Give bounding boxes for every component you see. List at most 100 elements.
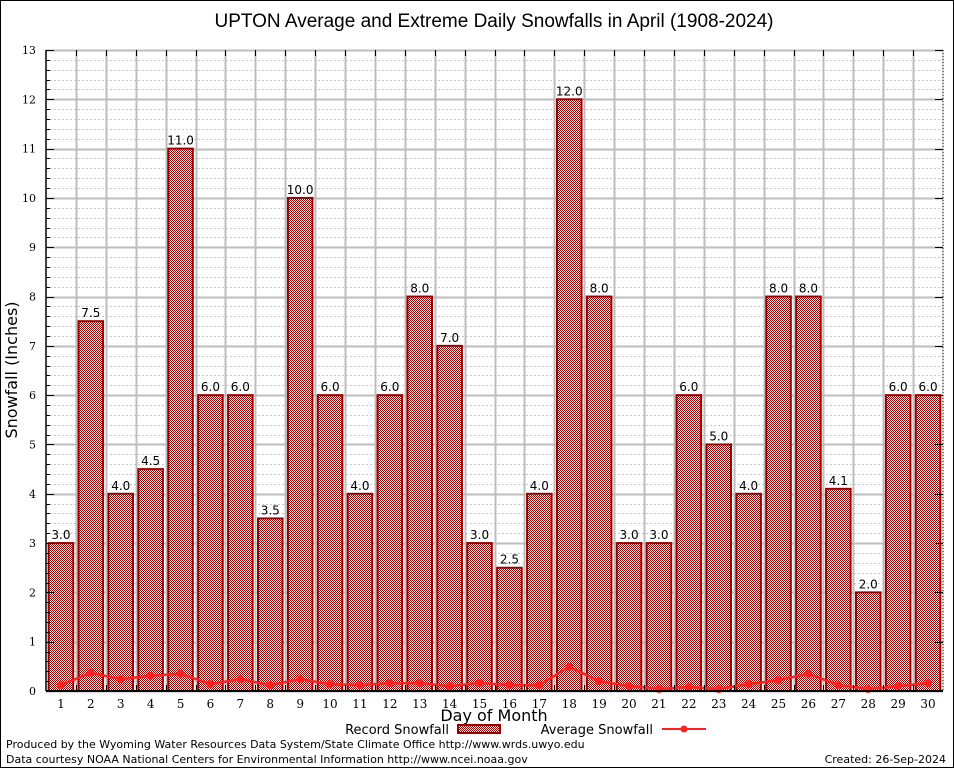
- average-point-day-11: [355, 681, 364, 690]
- bar-day-19: [585, 295, 613, 692]
- average-point-day-30: [924, 679, 933, 688]
- average-snowfall-line: [60, 665, 929, 691]
- bar-day-7: [227, 394, 254, 692]
- bar-value-label: 3.0: [470, 528, 489, 542]
- x-tick-label: 6: [207, 697, 215, 711]
- bar-day-28: [854, 591, 882, 693]
- bar-value-label: 10.0: [287, 183, 314, 197]
- y-tick-label: 5: [29, 438, 36, 451]
- x-axis-label: Day of Month: [440, 706, 547, 725]
- bar-day-8: [256, 517, 284, 693]
- average-point-day-18: [565, 662, 574, 671]
- average-point-day-1: [56, 681, 65, 690]
- x-tick-label: 12: [382, 697, 397, 711]
- bar-day-20: [615, 542, 643, 692]
- x-tick-label: 26: [801, 697, 816, 711]
- bar-value-label: 6.0: [231, 380, 250, 394]
- y-tick-label: 9: [29, 241, 36, 254]
- y-tick-label: 8: [29, 291, 36, 304]
- bar-day-10: [316, 394, 344, 692]
- bar-value-label: 3.0: [649, 528, 668, 542]
- footer-producer: Produced by the Wyoming Water Resources …: [6, 738, 585, 751]
- bar-value-label: 3.0: [620, 528, 639, 542]
- bar-value-label: 6.0: [321, 380, 340, 394]
- bar-day-1: [47, 542, 75, 692]
- bar-day-25: [765, 295, 792, 692]
- x-tick-label: 23: [711, 697, 726, 711]
- bar-value-label: 6.0: [201, 380, 220, 394]
- average-point-day-6: [206, 680, 215, 689]
- bar-value-label: 3.0: [51, 528, 70, 542]
- bar-day-5: [167, 147, 194, 693]
- bar-value-label: 12.0: [556, 84, 583, 98]
- x-tick-label: 24: [741, 697, 757, 711]
- average-point-day-10: [326, 680, 335, 689]
- average-point-day-20: [625, 682, 634, 691]
- average-point-day-26: [804, 669, 813, 678]
- x-tick-label: 16: [502, 697, 517, 711]
- bar-day-11: [346, 492, 374, 692]
- bar-value-label: 4.0: [111, 479, 130, 493]
- bar-day-29: [884, 394, 912, 692]
- average-point-day-25: [774, 676, 783, 685]
- bar-value-label: 2.5: [500, 553, 519, 567]
- y-tick-label: 7: [29, 340, 36, 353]
- bar-day-15: [466, 542, 493, 692]
- x-tick-label: 29: [891, 697, 906, 711]
- bar-day-21: [645, 542, 673, 692]
- bar-day-13: [406, 295, 434, 692]
- average-point-day-17: [535, 681, 544, 690]
- average-point-day-8: [266, 681, 275, 690]
- bar-day-23: [705, 443, 733, 693]
- bar-value-label: 7.5: [81, 306, 100, 320]
- x-tick-label: 14: [442, 697, 458, 711]
- footer-data-source: Data courtesy NOAA National Centers for …: [6, 753, 528, 766]
- average-point-day-14: [445, 682, 454, 691]
- y-tick-label: 2: [29, 586, 36, 599]
- x-tick-label: 5: [177, 697, 185, 711]
- x-tick-label: 4: [147, 697, 155, 711]
- bar-value-label: 6.0: [919, 380, 938, 394]
- bar-value-label: 7.0: [440, 331, 459, 345]
- bar-day-26: [795, 295, 822, 692]
- x-tick-label: 17: [532, 697, 547, 711]
- y-tick-label: 13: [22, 44, 36, 57]
- average-point-day-27: [834, 681, 843, 690]
- bar-day-22: [675, 394, 703, 692]
- x-tick-label: 21: [651, 697, 666, 711]
- average-point-day-24: [744, 680, 753, 689]
- bar-day-9: [286, 196, 314, 693]
- x-tick-label: 18: [562, 697, 577, 711]
- x-tick-label: 30: [920, 697, 935, 711]
- bar-value-label: 4.0: [739, 479, 758, 493]
- bar-value-label: 6.0: [889, 380, 908, 394]
- average-point-day-22: [684, 683, 693, 692]
- x-tick-label: 11: [352, 697, 367, 711]
- footer-created-date: Created: 26-Sep-2024: [825, 753, 946, 766]
- y-tick-label: 10: [22, 192, 36, 205]
- record-bars: [47, 98, 942, 693]
- x-tick-label: 13: [412, 697, 427, 711]
- bar-day-12: [376, 394, 404, 692]
- y-tick-label: 4: [29, 488, 36, 501]
- x-tick-label: 20: [621, 697, 636, 711]
- y-tick-label: 1: [29, 636, 36, 649]
- bar-value-label: 4.0: [530, 479, 549, 493]
- average-point-day-9: [296, 675, 305, 684]
- average-point-day-19: [595, 677, 604, 686]
- bar-day-17: [526, 492, 553, 692]
- x-tick-label: 9: [296, 697, 304, 711]
- average-point-day-16: [505, 681, 514, 690]
- y-tick-label: 3: [29, 537, 36, 550]
- x-tick-label: 3: [117, 697, 125, 711]
- x-tick-label: 10: [322, 697, 337, 711]
- bar-labels: 3.0 7.5 4.0 4.5 11.0 6.0 6.0 3.5 10.0 6.0 4.0 6.0 8.…: [51, 84, 937, 591]
- y-tick-label: 12: [22, 93, 36, 106]
- chart-title: UPTON Average and Extreme Daily Snowfall…: [214, 11, 773, 32]
- bar-value-label: 3.5: [261, 503, 280, 517]
- average-point-day-4: [146, 671, 155, 680]
- x-tick-label: 19: [592, 697, 607, 711]
- bar-value-label: 11.0: [167, 134, 194, 148]
